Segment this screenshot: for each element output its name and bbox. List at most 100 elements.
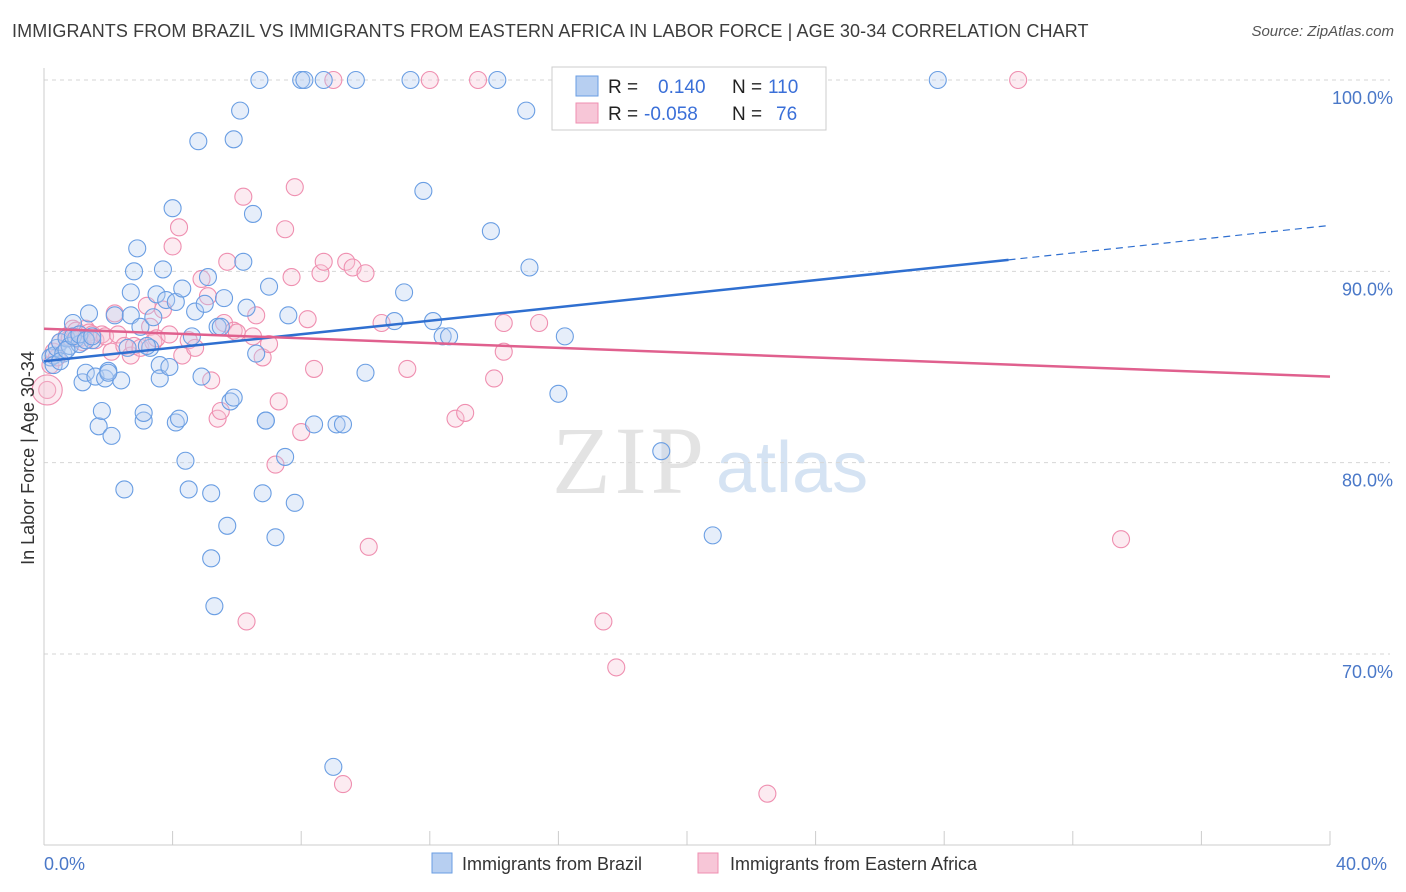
trend-lines xyxy=(43,224,1331,378)
africa-point xyxy=(311,264,330,283)
africa-point xyxy=(141,317,160,336)
brazil-point xyxy=(198,268,218,287)
chart-title: IMMIGRANTS FROM BRAZIL VS IMMIGRANTS FRO… xyxy=(12,21,1089,41)
brazil-point xyxy=(549,384,568,403)
africa-point xyxy=(169,218,189,237)
brazil-point xyxy=(555,327,574,346)
brazil-series-label: Immigrants from Brazil xyxy=(462,854,642,874)
brazil-point xyxy=(385,312,404,331)
africa-point xyxy=(1009,70,1028,90)
brazil-point xyxy=(169,409,189,428)
brazil-point xyxy=(243,204,263,223)
brazil-point xyxy=(256,411,275,430)
brazil-point xyxy=(202,484,221,503)
brazil-points xyxy=(41,70,947,776)
brazil-legend-swatch xyxy=(575,75,599,97)
grid-lines xyxy=(44,79,1390,655)
brazil-point xyxy=(92,401,111,421)
africa-point xyxy=(115,336,134,356)
africa-point xyxy=(494,313,513,333)
y-tick-label: 70.0% xyxy=(1342,662,1393,682)
brazil-point xyxy=(250,70,269,90)
eastern-africa-points xyxy=(31,70,1131,803)
brazil-point xyxy=(189,132,208,151)
africa-trend-line xyxy=(43,327,1331,378)
y-tick-label: 80.0% xyxy=(1342,471,1393,491)
brazil-point xyxy=(173,279,192,298)
brazil-point xyxy=(160,357,179,377)
brazil-point xyxy=(414,181,433,201)
africa-legend-swatch xyxy=(575,102,599,124)
brazil-point xyxy=(192,367,211,386)
brazil-series-swatch xyxy=(431,852,453,874)
brazil-point xyxy=(234,252,253,271)
brazil-point xyxy=(247,344,266,363)
brazil-point xyxy=(346,70,365,90)
africa-point xyxy=(1111,530,1131,549)
brazil-point xyxy=(279,306,298,325)
brazil-point xyxy=(115,480,134,499)
africa-point xyxy=(218,252,237,271)
brazil-point xyxy=(324,757,343,776)
africa-point xyxy=(607,658,626,677)
brazil-point xyxy=(211,317,230,336)
stats-legend: R = 0.140 N = 110 R = -0.058 N = 76 xyxy=(551,66,827,131)
brazil-point xyxy=(218,516,237,535)
brazil-point xyxy=(102,426,121,445)
africa-point xyxy=(285,178,304,197)
brazil-point xyxy=(202,549,221,568)
brazil-point xyxy=(276,447,295,466)
brazil-r-label: R = xyxy=(608,77,638,98)
africa-point xyxy=(282,268,301,287)
brazil-trend-line xyxy=(43,258,1009,363)
africa-point xyxy=(530,313,549,333)
brazil-point xyxy=(99,363,118,382)
africa-point xyxy=(192,269,211,289)
watermark-zip: ZIP xyxy=(552,407,708,514)
africa-r-label: R = xyxy=(608,104,638,125)
africa-n-value: 76 xyxy=(776,104,797,125)
africa-point xyxy=(594,612,613,631)
africa-point xyxy=(446,409,465,428)
brazil-point xyxy=(652,442,671,461)
brazil-point xyxy=(205,597,224,616)
brazil-point xyxy=(128,239,147,258)
y-axis-label: In Labor Force | Age 30-34 xyxy=(18,351,38,565)
africa-point xyxy=(398,359,417,378)
x-tick-label-max: 40.0% xyxy=(1336,854,1387,874)
africa-point xyxy=(237,612,256,631)
watermark-atlas: atlas xyxy=(716,428,868,508)
brazil-point xyxy=(356,363,375,382)
brazil-point xyxy=(224,130,243,149)
brazil-point xyxy=(141,338,160,357)
brazil-point xyxy=(259,277,279,296)
africa-r-value: -0.058 xyxy=(644,104,698,125)
brazil-point xyxy=(481,222,500,241)
africa-n-label: N = xyxy=(732,104,762,125)
x-tick-label-min: 0.0% xyxy=(44,854,85,874)
brazil-point xyxy=(176,451,195,470)
brazil-point xyxy=(327,415,346,434)
brazil-point xyxy=(703,526,722,545)
africa-point xyxy=(163,237,182,256)
y-tick-label: 90.0% xyxy=(1342,279,1393,299)
brazil-point xyxy=(76,363,95,382)
brazil-point xyxy=(63,313,82,333)
brazil-point xyxy=(121,283,140,302)
brazil-point xyxy=(105,306,124,325)
africa-point xyxy=(314,252,333,271)
africa-series-label: Immigrants from Eastern Africa xyxy=(730,854,978,874)
brazil-point xyxy=(333,415,353,434)
africa-point xyxy=(305,359,324,378)
brazil-point xyxy=(305,415,324,434)
africa-point xyxy=(333,775,353,794)
brazil-point xyxy=(224,388,243,407)
brazil-point xyxy=(231,101,250,120)
brazil-r-value: 0.140 xyxy=(658,77,706,98)
brazil-point xyxy=(253,484,272,503)
brazil-n-label: N = xyxy=(732,77,762,98)
africa-point xyxy=(211,401,230,421)
brazil-point xyxy=(395,283,414,302)
brazil-point xyxy=(928,70,947,90)
y-axis-tick-labels: 70.0% 80.0% 90.0% 100.0% xyxy=(1332,88,1393,682)
